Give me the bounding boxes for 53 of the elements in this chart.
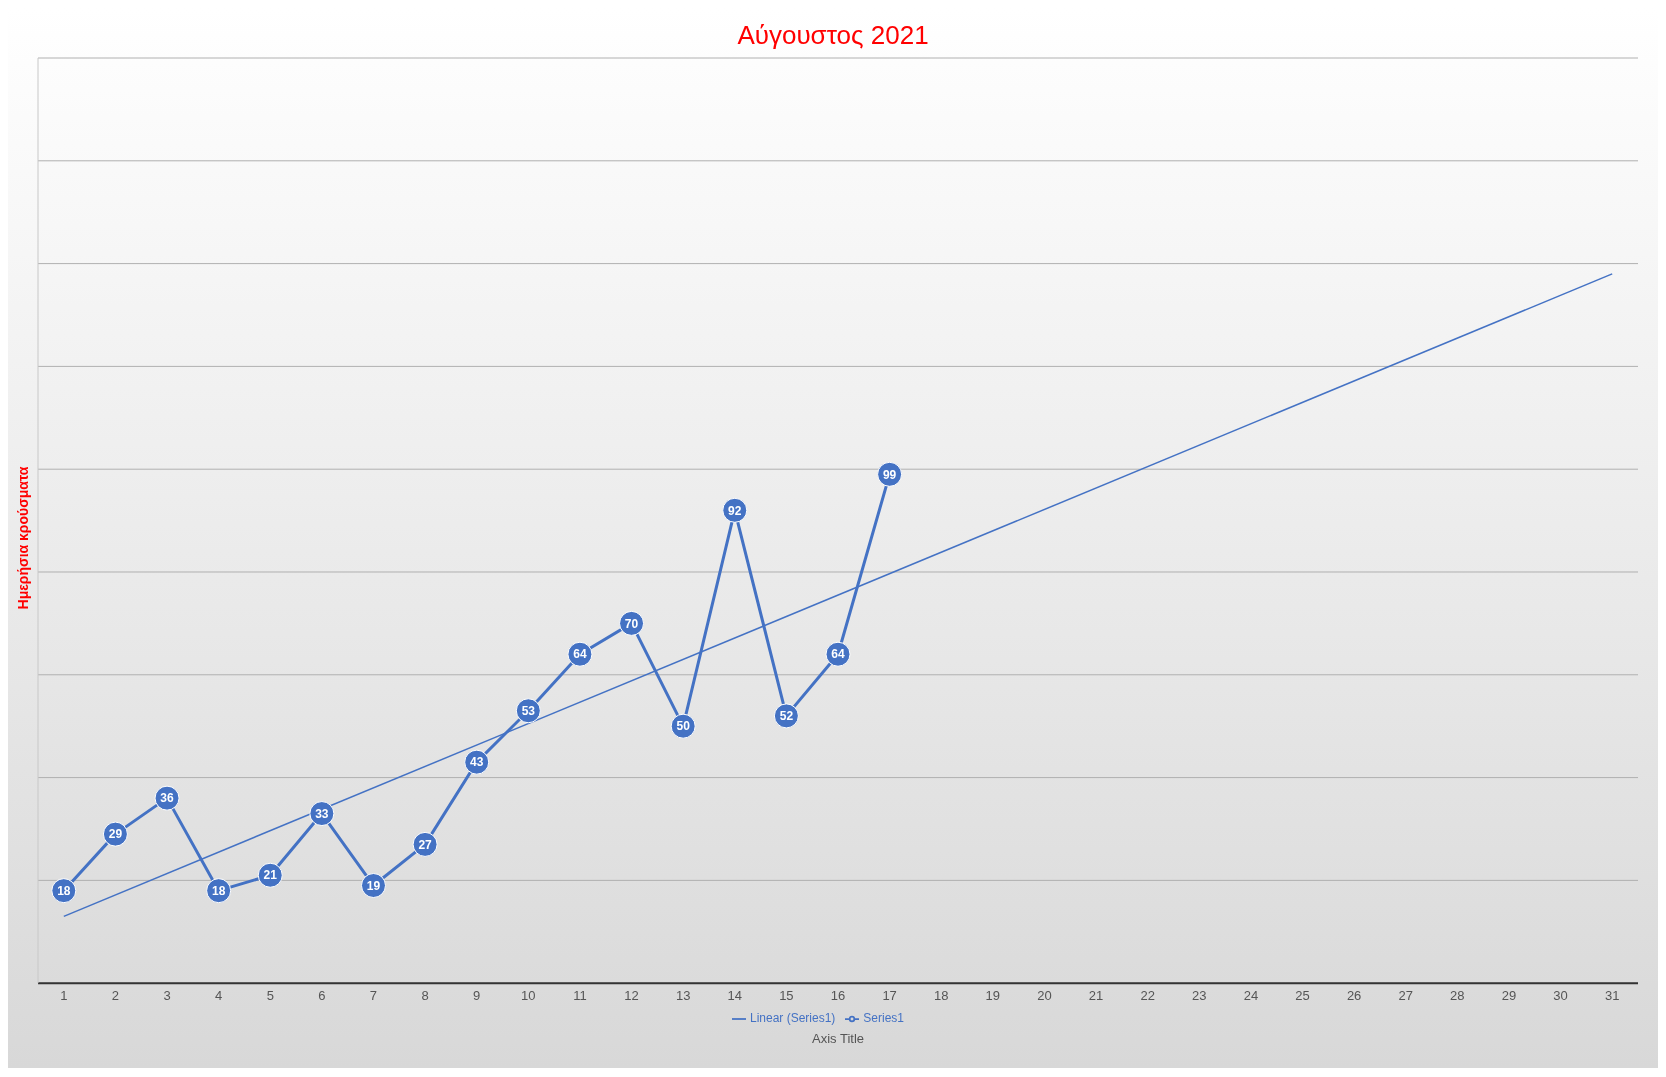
data-label: 21 xyxy=(263,868,278,883)
x-tick-label: 24 xyxy=(1243,988,1259,1004)
x-tick-label: 13 xyxy=(675,988,691,1004)
x-tick-label: 20 xyxy=(1037,988,1052,1004)
data-label: 70 xyxy=(624,616,639,631)
data-label: 29 xyxy=(108,827,123,842)
x-tick-label: 9 xyxy=(473,988,481,1004)
x-tick-label: 10 xyxy=(521,988,536,1004)
legend-label: Series1 xyxy=(863,1011,905,1026)
x-tick-label: 21 xyxy=(1088,988,1104,1004)
x-tick-label: 5 xyxy=(266,988,274,1004)
data-label: 64 xyxy=(831,647,845,662)
x-tick-label: 4 xyxy=(215,988,223,1004)
data-label: 92 xyxy=(728,503,742,518)
x-tick-label: 8 xyxy=(421,988,429,1004)
data-label: 64 xyxy=(573,647,587,662)
x-tick-label: 11 xyxy=(573,988,587,1004)
x-tick-label: 22 xyxy=(1140,988,1155,1004)
x-tick-label: 12 xyxy=(624,988,639,1004)
data-label: 18 xyxy=(211,883,226,898)
legend-label: Linear (Series1) xyxy=(749,1011,836,1026)
data-label: 52 xyxy=(779,709,794,724)
x-tick-label: 17 xyxy=(882,988,897,1004)
data-label: 18 xyxy=(57,883,71,898)
x-tick-label: 31 xyxy=(1604,988,1620,1004)
data-label: 99 xyxy=(882,467,897,482)
x-tick-label: 7 xyxy=(369,988,378,1004)
x-tick-label: 18 xyxy=(933,988,949,1004)
data-label: 27 xyxy=(418,837,433,852)
x-tick-label: 30 xyxy=(1553,988,1568,1004)
data-label: 33 xyxy=(315,806,329,821)
data-label: 36 xyxy=(160,791,175,806)
x-tick-label: 2 xyxy=(111,988,120,1004)
y-axis-title: Ημερήσια κρούσματα xyxy=(15,466,32,610)
x-tick-label: 15 xyxy=(779,988,794,1004)
x-tick-label: 27 xyxy=(1398,988,1413,1004)
x-tick-label: 28 xyxy=(1450,988,1465,1004)
x-tick-label: 14 xyxy=(727,988,743,1004)
x-tick-label: 1 xyxy=(60,988,68,1004)
data-label: 50 xyxy=(676,719,691,734)
x-tick-label: 6 xyxy=(318,988,326,1004)
x-tick-label: 26 xyxy=(1346,988,1362,1004)
data-label: 53 xyxy=(521,704,536,719)
x-tick-label: 25 xyxy=(1295,988,1310,1004)
data-label: 43 xyxy=(470,755,484,770)
data-label: 19 xyxy=(366,878,381,893)
x-tick-label: 19 xyxy=(985,988,1001,1004)
chart-title: Αύγουστος 2021 xyxy=(736,20,930,51)
x-tick-label: 3 xyxy=(163,988,171,1004)
x-tick-label: 16 xyxy=(830,988,846,1004)
x-tick-label: 23 xyxy=(1192,988,1207,1004)
x-axis-title: Axis Title xyxy=(811,1031,865,1047)
x-tick-label: 29 xyxy=(1501,988,1517,1004)
